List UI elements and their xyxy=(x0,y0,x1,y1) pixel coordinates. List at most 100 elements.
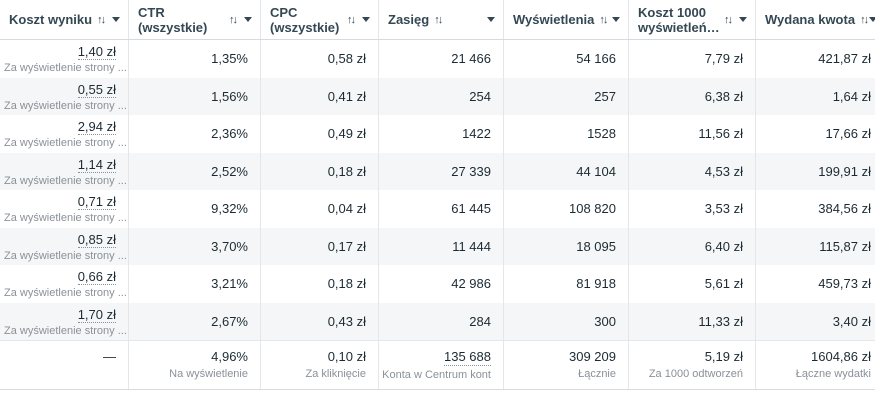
cell-impressions: 108 820 xyxy=(503,190,628,228)
cell-amount-spent: 459,73 zł xyxy=(755,265,875,303)
cell-cpm: 11,56 zł xyxy=(628,115,755,153)
summary-ctr-value: 4,96% xyxy=(211,349,248,364)
cell-amount-spent: 421,87 zł xyxy=(755,40,875,78)
column-label: Koszt 1000 wyświetleń… xyxy=(638,4,720,35)
column-header-ctr[interactable]: CTR (wszystkie) ↑↓ xyxy=(128,0,260,39)
summary-reach: 135 688 Konta w Centrum kont xyxy=(378,341,503,389)
cost-per-result-note: Za wyświetlenie strony ... xyxy=(4,99,127,112)
column-label: Koszt wyniku xyxy=(9,12,93,27)
column-label: Wydana kwota xyxy=(765,12,856,27)
summary-spent: 1604,86 zł Łączne wydatki xyxy=(755,341,875,389)
cell-impressions: 257 xyxy=(503,77,628,115)
cell-cpc: 0,18 zł xyxy=(260,152,378,190)
cell-ctr: 3,70% xyxy=(128,227,260,265)
cell-cost-per-result: 1,40 zł Za wyświetlenie strony ... xyxy=(0,40,128,78)
cost-per-result-note: Za wyświetlenie strony ... xyxy=(4,137,127,149)
column-header-wydana-kwota[interactable]: Wydana kwota ↑↓ xyxy=(755,0,875,39)
summary-cpm-value: 5,19 zł xyxy=(704,349,743,364)
cell-ctr: 1,35% xyxy=(128,40,260,78)
cell-impressions: 18 095 xyxy=(503,227,628,265)
cell-amount-spent: 17,66 zł xyxy=(755,115,875,153)
column-label: CTR (wszystkie) xyxy=(138,4,208,35)
table-row: 1,70 zł Za wyświetlenie strony ... 2,67%… xyxy=(0,302,875,340)
summary-ctr-note: Na wyświetlenie xyxy=(169,368,248,380)
table-row: 2,94 zł Za wyświetlenie strony ... 2,36%… xyxy=(0,115,875,153)
sort-icon[interactable]: ↑↓ xyxy=(599,13,608,26)
column-header-koszt-1000[interactable]: Koszt 1000 wyświetleń… ↑↓ xyxy=(628,0,755,39)
cell-cost-per-result: 0,85 zł Za wyświetlenie strony ... xyxy=(0,228,128,266)
summary-cpc-note: Za kliknięcie xyxy=(305,368,366,380)
table-row: 0,66 zł Za wyświetlenie strony ... 3,21%… xyxy=(0,265,875,303)
cell-reach: 42 986 xyxy=(378,265,503,303)
cell-cpc: 0,41 zł xyxy=(260,77,378,115)
summary-spent-value: 1604,86 zł xyxy=(811,349,871,364)
sort-icon[interactable]: ↑↓ xyxy=(229,13,238,26)
table-row: 0,85 zł Za wyświetlenie strony ... 3,70%… xyxy=(0,227,875,266)
sort-icon[interactable]: ↑↓ xyxy=(434,13,443,26)
summary-row: — 4,96% Na wyświetlenie 0,10 zł Za klikn… xyxy=(0,340,875,390)
chevron-down-icon[interactable] xyxy=(112,17,120,22)
cell-ctr: 2,67% xyxy=(128,302,260,340)
cost-per-result-value[interactable]: 0,66 zł xyxy=(77,269,116,285)
chevron-down-icon[interactable] xyxy=(362,17,370,22)
cell-cpc: 0,49 zł xyxy=(260,115,378,153)
cell-reach: 11 444 xyxy=(378,227,503,265)
cost-per-result-note: Za wyświetlenie strony ... xyxy=(4,62,127,74)
cost-per-result-value[interactable]: 2,94 zł xyxy=(77,119,116,135)
cost-per-result-value[interactable]: 1,70 zł xyxy=(77,306,116,323)
summary-cpm-note: Za 1000 odtworzeń xyxy=(648,368,743,380)
cell-ctr: 3,21% xyxy=(128,265,260,303)
cell-cost-per-result: 2,94 zł Za wyświetlenie strony ... xyxy=(0,115,128,153)
cell-cpm: 7,79 zł xyxy=(628,40,755,78)
column-label: CPC (wszystkie) xyxy=(270,4,340,35)
sort-icon[interactable]: ↑↓ xyxy=(724,13,733,26)
summary-reach-value[interactable]: 135 688 xyxy=(444,349,491,366)
cell-cpm: 6,40 zł xyxy=(628,227,755,265)
cell-reach: 61 445 xyxy=(378,190,503,228)
chevron-down-icon[interactable] xyxy=(739,17,747,22)
cell-cpc: 0,58 zł xyxy=(260,40,378,78)
cell-amount-spent: 199,91 zł xyxy=(755,152,875,190)
metrics-table: Koszt wyniku ↑↓ CTR (wszystkie) ↑↓ CPC (… xyxy=(0,0,875,390)
cost-per-result-note: Za wyświetlenie strony ... xyxy=(4,324,127,337)
cell-amount-spent: 1,64 zł xyxy=(755,77,875,115)
cell-reach: 254 xyxy=(378,77,503,115)
cell-ctr: 2,52% xyxy=(128,152,260,190)
cell-cpm: 11,33 zł xyxy=(628,302,755,340)
column-header-zasieg[interactable]: Zasięg ↑↓ xyxy=(378,0,503,39)
sort-icon[interactable]: ↑↓ xyxy=(347,13,356,26)
cost-per-result-value[interactable]: 0,55 zł xyxy=(77,81,116,98)
column-label: Zasięg xyxy=(388,12,430,27)
chevron-down-icon[interactable] xyxy=(869,17,875,22)
sort-icon[interactable]: ↑↓ xyxy=(860,13,869,26)
cell-cpc: 0,17 zł xyxy=(260,227,378,265)
chevron-down-icon[interactable] xyxy=(487,17,495,22)
cost-per-result-value[interactable]: 0,71 zł xyxy=(77,194,116,210)
column-header-wyswietlenia[interactable]: Wyświetlenia ↑↓ xyxy=(503,0,628,39)
summary-cost: — xyxy=(0,341,128,389)
summary-spent-note: Łączne wydatki xyxy=(795,368,871,380)
sort-icon[interactable]: ↑↓ xyxy=(97,13,106,26)
cost-per-result-value[interactable]: 0,85 zł xyxy=(77,231,116,248)
cell-reach: 27 339 xyxy=(378,152,503,190)
cell-impressions: 44 104 xyxy=(503,152,628,190)
cost-per-result-value[interactable]: 1,40 zł xyxy=(77,44,116,60)
table-row: 0,71 zł Za wyświetlenie strony ... 9,32%… xyxy=(0,190,875,228)
column-header-cpc[interactable]: CPC (wszystkie) ↑↓ xyxy=(260,0,378,39)
summary-cpc-value: 0,10 zł xyxy=(327,349,366,364)
cell-impressions: 54 166 xyxy=(503,40,628,78)
summary-ctr: 4,96% Na wyświetlenie xyxy=(128,341,260,389)
cell-cpm: 6,38 zł xyxy=(628,77,755,115)
column-header-koszt-wyniku[interactable]: Koszt wyniku ↑↓ xyxy=(0,0,128,39)
chevron-down-icon[interactable] xyxy=(612,17,620,22)
summary-cpc: 0,10 zł Za kliknięcie xyxy=(260,341,378,389)
chevron-down-icon[interactable] xyxy=(244,17,252,22)
cost-per-result-note: Za wyświetlenie strony ... xyxy=(4,174,127,187)
table-header: Koszt wyniku ↑↓ CTR (wszystkie) ↑↓ CPC (… xyxy=(0,0,875,40)
cost-per-result-note: Za wyświetlenie strony ... xyxy=(4,249,127,262)
cell-cpc: 0,43 zł xyxy=(260,302,378,340)
cost-per-result-value[interactable]: 1,14 zł xyxy=(77,156,116,173)
cell-cost-per-result: 0,66 zł Za wyświetlenie strony ... xyxy=(0,265,128,303)
cell-reach: 21 466 xyxy=(378,40,503,78)
cell-cost-per-result: 0,71 zł Za wyświetlenie strony ... xyxy=(0,190,128,228)
